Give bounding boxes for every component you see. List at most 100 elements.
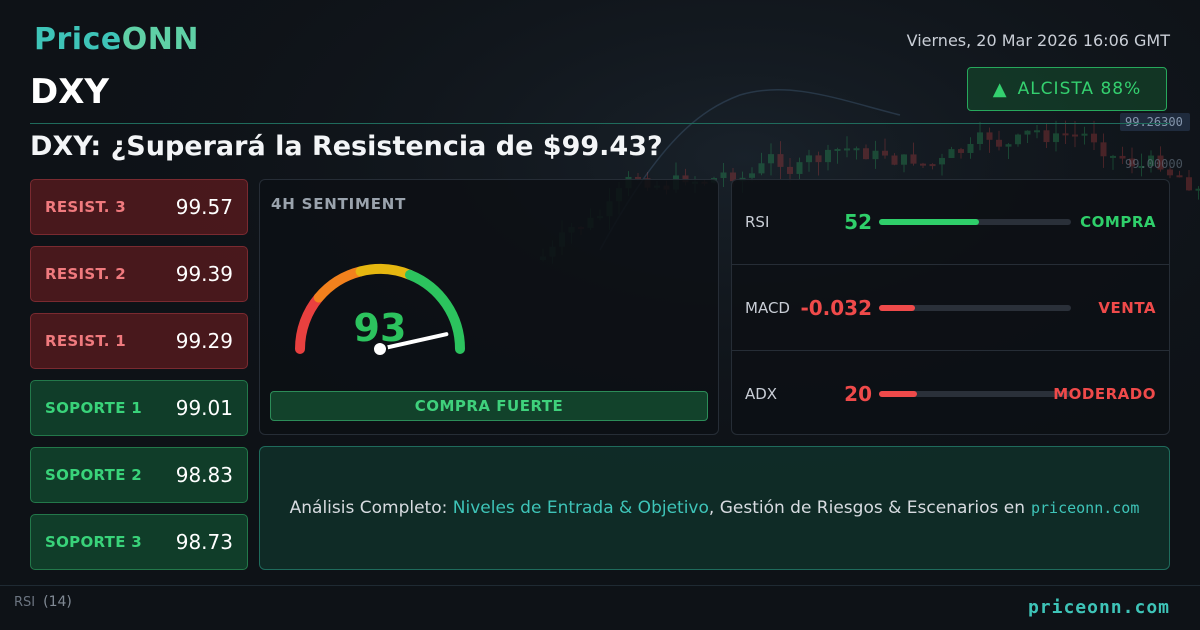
candle-body <box>958 149 964 153</box>
level-resist-3: RESIST. 3 99.57 <box>30 179 248 235</box>
logo-onn: ONN <box>121 22 199 57</box>
candle-body <box>920 163 926 166</box>
cta-banner[interactable]: Análisis Completo: Niveles de Entrada & … <box>259 446 1170 570</box>
candle-body <box>929 164 936 167</box>
level-value: 99.01 <box>175 396 233 420</box>
indicator-name: RSI <box>745 212 770 231</box>
indicator-state: MODERADO <box>1053 384 1156 403</box>
indicator-value: -0.032 <box>800 295 872 320</box>
level-label: RESIST. 1 <box>45 332 126 350</box>
datetime: Viernes, 20 Mar 2026 16:06 GMT <box>906 31 1170 50</box>
chart-bottom-label: RSI (14) <box>14 594 72 610</box>
indicator-bar <box>879 304 1071 311</box>
headline: DXY: ¿Superará la Resistencia de $99.43? <box>30 131 663 162</box>
indicator-value: 20 <box>844 381 872 406</box>
candle-body <box>1005 144 1012 147</box>
candle-body <box>1167 169 1173 176</box>
gauge-arc-segment <box>355 264 415 280</box>
header-divider <box>30 123 1170 124</box>
gauge-hub <box>372 341 388 357</box>
sentiment-gauge: 93 <box>295 264 465 357</box>
sentiment-title: 4H SENTIMENT <box>271 195 407 213</box>
level-value: 98.83 <box>175 463 233 487</box>
level-label: SOPORTE 2 <box>45 466 143 484</box>
candle-body <box>1138 166 1145 169</box>
candle-body <box>720 172 727 178</box>
indicator-bar-fill <box>879 218 979 225</box>
footer-divider <box>0 585 1200 586</box>
brand-logo: PriceONN <box>34 22 199 57</box>
candle-body <box>1195 188 1200 191</box>
chart-bottom-label-text: RSI <box>14 595 36 610</box>
trend-label: ALCISTA 88% <box>1017 79 1142 99</box>
trend-badge: ▲ ALCISTA 88% <box>967 67 1167 111</box>
candle-body <box>901 154 907 165</box>
candle-body <box>939 157 945 165</box>
cta-middle: , Gestión de Riesgos & Escenarios en <box>708 498 1025 518</box>
indicator-value: 52 <box>844 209 872 234</box>
indicator-bar <box>879 390 1071 397</box>
candle-body <box>730 172 736 182</box>
candle-body <box>863 148 869 160</box>
chart-price-tag-2: 99.00000 <box>1125 157 1183 171</box>
candle-body <box>1024 130 1031 135</box>
indicator-adx: ADX 20 MODERADO <box>731 351 1170 436</box>
candle-body <box>1100 142 1107 157</box>
candle-body <box>967 143 974 153</box>
candle-body <box>844 148 850 151</box>
candle-body <box>758 163 765 174</box>
cta-highlight: Niveles de Entrada & Objetivo <box>452 498 709 518</box>
indicator-state: VENTA <box>1098 298 1156 317</box>
indicator-state: COMPRA <box>1080 212 1156 231</box>
level-value: 99.29 <box>175 329 233 353</box>
indicator-name: ADX <box>745 384 778 403</box>
indicator-bar <box>879 218 1071 225</box>
candle-body <box>853 148 860 151</box>
sentiment-verdict: COMPRA FUERTE <box>270 391 708 421</box>
candle-body <box>1015 134 1021 145</box>
level-label: SOPORTE 1 <box>45 399 143 417</box>
candle-body <box>1062 133 1069 136</box>
candle-body <box>1043 130 1050 143</box>
candle-body <box>1176 175 1183 178</box>
candle-body <box>815 155 822 163</box>
level-resist-1: RESIST. 1 99.29 <box>30 313 248 369</box>
cta-prefix: Análisis Completo: <box>289 498 453 518</box>
candle-body <box>768 154 774 164</box>
gauge-arc-segment <box>404 269 465 354</box>
candle-body <box>777 154 784 167</box>
candle-body <box>1157 155 1164 170</box>
candle-body <box>910 154 917 164</box>
triangle-up-icon: ▲ <box>992 78 1008 100</box>
candle-body <box>996 139 1002 147</box>
candle-body <box>882 150 888 156</box>
candle-body <box>1129 158 1135 167</box>
candle-body <box>948 149 955 158</box>
candle-body <box>834 148 841 151</box>
candle-body <box>977 132 983 144</box>
level-resist-2: RESIST. 2 99.39 <box>30 246 248 302</box>
candle-body <box>986 132 993 140</box>
candle-body <box>1081 133 1088 136</box>
gauge-arc-segment <box>313 266 366 303</box>
level-value: 98.73 <box>175 530 233 554</box>
logo-price: Price <box>34 22 122 57</box>
chart-bottom-param: (14) <box>43 594 72 610</box>
indicator-macd: MACD -0.032 VENTA <box>731 265 1170 351</box>
level-label: SOPORTE 3 <box>45 533 143 551</box>
level-value: 99.57 <box>175 195 233 219</box>
candle-body <box>796 162 803 174</box>
candle-body <box>635 176 641 179</box>
candle-body <box>1148 155 1154 167</box>
footer-url[interactable]: priceonn.com <box>1027 597 1170 618</box>
candle-body <box>1091 133 1097 143</box>
candle-body <box>806 155 812 163</box>
indicator-bar-fill <box>879 304 916 311</box>
cta-site-link[interactable]: priceonn.com <box>1030 499 1140 517</box>
candle-body <box>1186 177 1192 191</box>
candle-body <box>787 166 793 174</box>
candle-body <box>1072 134 1078 137</box>
level-support-1: SOPORTE 1 99.01 <box>30 380 248 436</box>
gauge-arc-segment <box>295 292 324 354</box>
candle-body <box>1053 133 1059 143</box>
